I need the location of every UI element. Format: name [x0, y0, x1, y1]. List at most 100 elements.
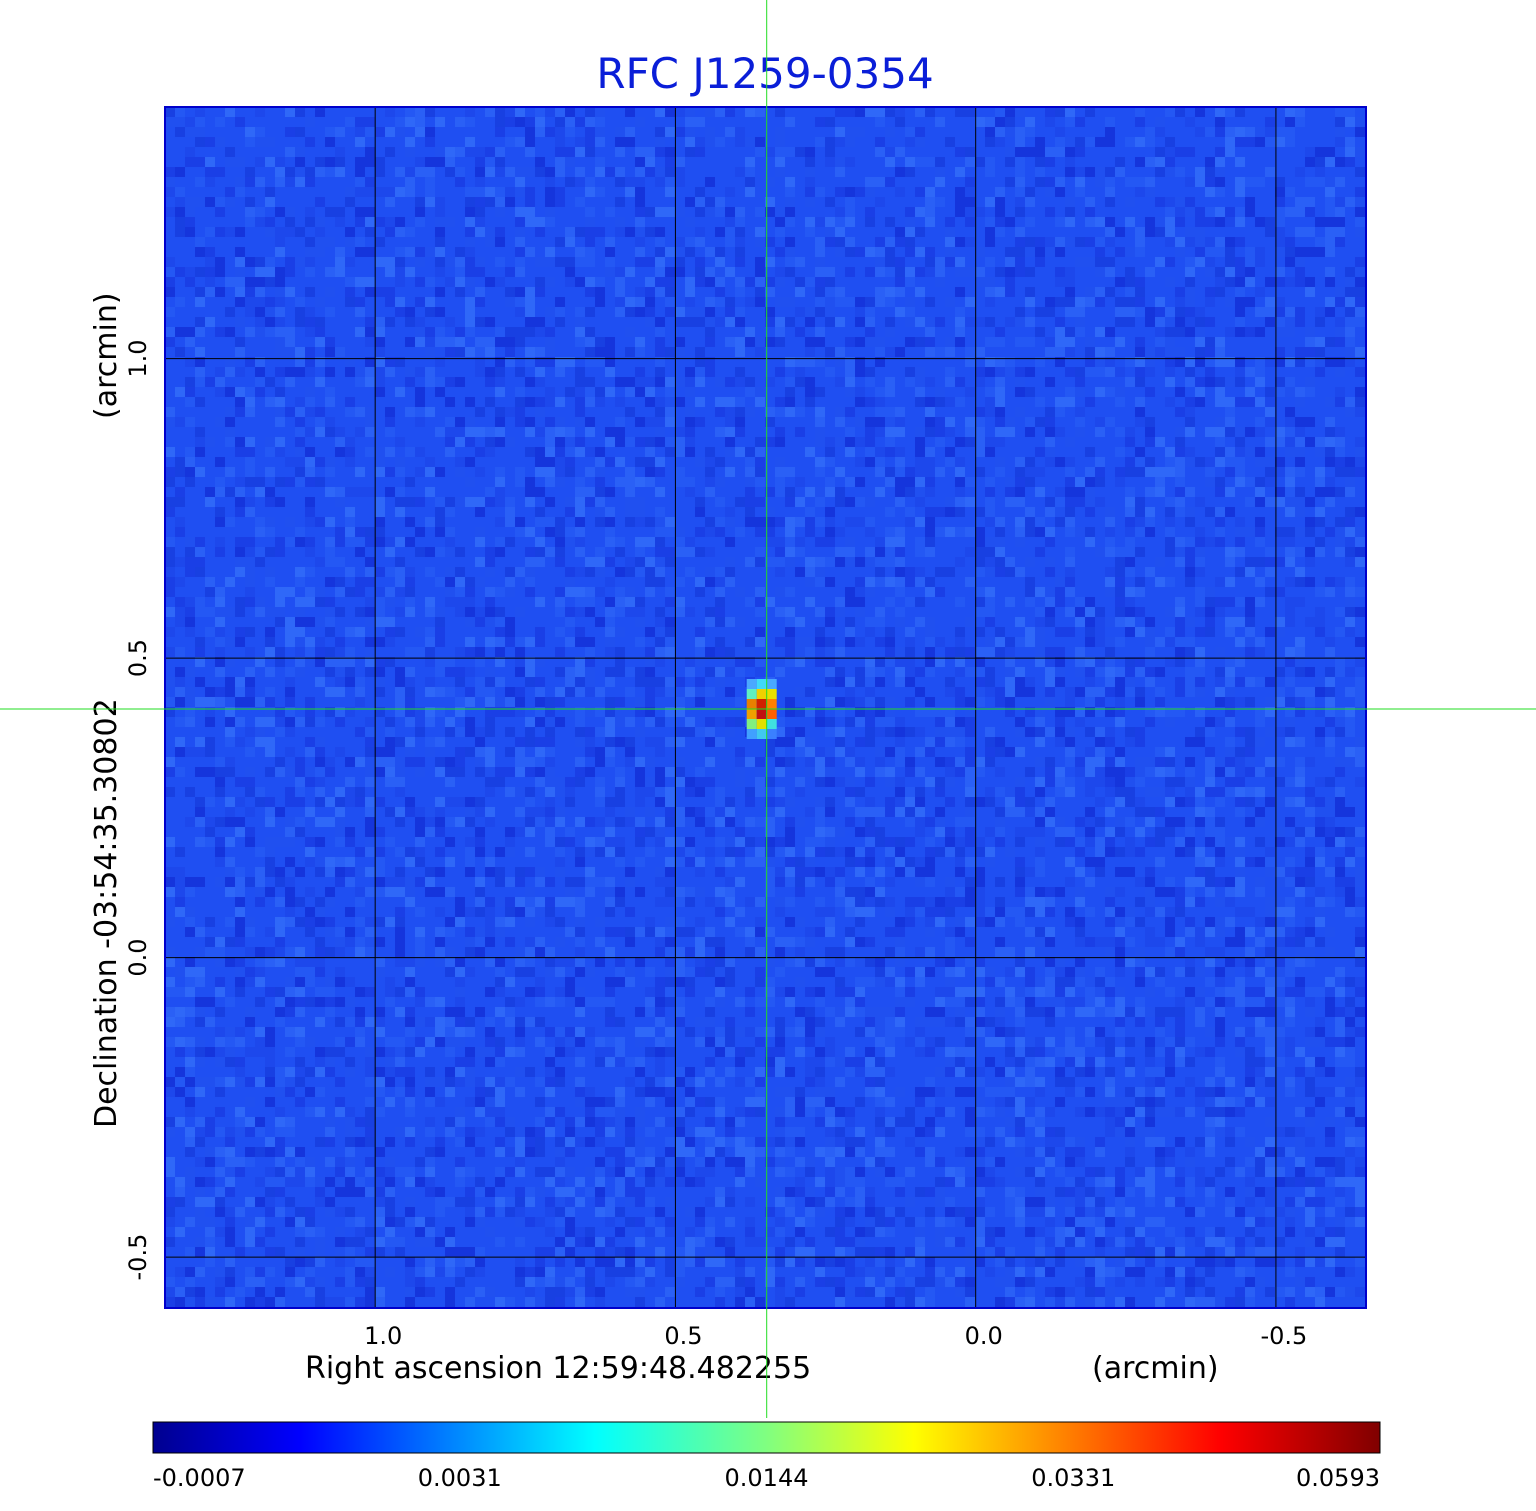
- noise-pixel: [695, 697, 705, 707]
- noise-pixel: [875, 297, 885, 307]
- noise-pixel: [375, 567, 385, 577]
- noise-pixel: [235, 717, 245, 727]
- noise-pixel: [835, 747, 845, 757]
- noise-pixel: [905, 767, 915, 777]
- noise-pixel: [205, 267, 215, 277]
- noise-pixel: [185, 197, 195, 207]
- noise-pixel: [515, 417, 525, 427]
- noise-pixel: [375, 497, 385, 507]
- noise-pixel: [295, 637, 305, 647]
- noise-pixel: [1035, 637, 1045, 647]
- noise-pixel: [945, 757, 955, 767]
- noise-pixel: [1115, 277, 1125, 287]
- noise-pixel: [715, 477, 725, 487]
- noise-pixel: [1315, 737, 1325, 747]
- noise-pixel: [1235, 637, 1245, 647]
- noise-pixel: [635, 207, 645, 217]
- noise-pixel: [655, 377, 665, 387]
- noise-pixel: [1045, 597, 1055, 607]
- noise-pixel: [335, 707, 345, 717]
- noise-pixel: [1035, 167, 1045, 177]
- noise-pixel: [725, 407, 735, 417]
- noise-pixel: [1115, 697, 1125, 707]
- noise-pixel: [305, 207, 315, 217]
- noise-pixel: [995, 647, 1005, 657]
- noise-pixel: [415, 757, 425, 767]
- noise-pixel: [845, 777, 855, 787]
- noise-pixel: [1015, 467, 1025, 477]
- noise-pixel: [1245, 497, 1255, 507]
- noise-pixel: [445, 717, 455, 727]
- noise-pixel: [1145, 177, 1155, 187]
- noise-pixel: [955, 557, 965, 567]
- noise-pixel: [465, 397, 475, 407]
- noise-pixel: [215, 377, 225, 387]
- noise-pixel: [305, 397, 315, 407]
- noise-pixel: [1055, 137, 1065, 147]
- noise-pixel: [1325, 237, 1335, 247]
- noise-pixel: [705, 547, 715, 557]
- noise-pixel: [1345, 277, 1355, 287]
- noise-pixel: [645, 567, 655, 577]
- noise-pixel: [705, 317, 715, 327]
- noise-pixel: [925, 347, 935, 357]
- noise-pixel: [905, 277, 915, 287]
- noise-pixel: [1155, 197, 1165, 207]
- noise-pixel: [895, 117, 905, 127]
- noise-pixel: [345, 227, 355, 237]
- noise-pixel: [345, 197, 355, 207]
- noise-pixel: [305, 177, 315, 187]
- noise-pixel: [1035, 327, 1045, 337]
- noise-pixel: [1345, 557, 1355, 567]
- noise-pixel: [975, 667, 985, 677]
- noise-pixel: [865, 587, 875, 597]
- noise-pixel: [845, 817, 855, 827]
- noise-pixel: [1305, 147, 1315, 157]
- noise-pixel: [655, 367, 665, 377]
- noise-pixel: [715, 617, 725, 627]
- noise-pixel: [485, 557, 495, 567]
- noise-pixel: [1265, 677, 1275, 687]
- noise-pixel: [755, 457, 765, 467]
- noise-pixel: [415, 707, 425, 717]
- noise-pixel: [195, 537, 205, 547]
- noise-pixel: [655, 177, 665, 187]
- noise-pixel: [315, 557, 325, 567]
- noise-pixel: [1205, 607, 1215, 617]
- noise-pixel: [525, 547, 535, 557]
- noise-pixel: [305, 567, 315, 577]
- noise-pixel: [1165, 237, 1175, 247]
- noise-pixel: [1105, 567, 1115, 577]
- noise-pixel: [715, 797, 725, 807]
- noise-pixel: [385, 587, 395, 597]
- noise-pixel: [665, 407, 675, 417]
- noise-pixel: [425, 367, 435, 377]
- noise-pixel: [545, 197, 555, 207]
- noise-pixel: [1085, 617, 1095, 627]
- noise-pixel: [455, 587, 465, 597]
- noise-pixel: [815, 557, 825, 567]
- noise-pixel: [545, 837, 555, 847]
- noise-pixel: [415, 127, 425, 137]
- noise-pixel: [805, 857, 815, 867]
- noise-pixel: [625, 347, 635, 357]
- noise-pixel: [315, 837, 325, 847]
- noise-pixel: [835, 317, 845, 327]
- noise-pixel: [825, 537, 835, 547]
- noise-pixel: [545, 357, 555, 367]
- noise-pixel: [535, 547, 545, 557]
- noise-pixel: [345, 627, 355, 637]
- noise-pixel: [305, 137, 315, 147]
- noise-pixel: [655, 467, 665, 477]
- noise-pixel: [385, 227, 395, 237]
- noise-pixel: [605, 747, 615, 757]
- noise-pixel: [1095, 667, 1105, 677]
- noise-pixel: [895, 747, 905, 757]
- noise-pixel: [1325, 157, 1335, 167]
- noise-pixel: [525, 737, 535, 747]
- noise-pixel: [1175, 477, 1185, 487]
- noise-pixel: [435, 267, 445, 277]
- noise-pixel: [1065, 747, 1075, 757]
- noise-pixel: [275, 207, 285, 217]
- noise-pixel: [355, 627, 365, 637]
